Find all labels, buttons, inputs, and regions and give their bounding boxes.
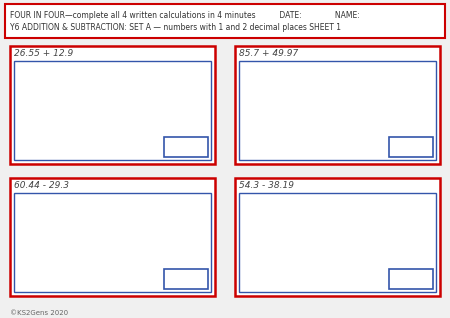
Bar <box>5 4 445 38</box>
Text: 60.44 - 29.3: 60.44 - 29.3 <box>14 181 69 190</box>
Bar <box>239 193 436 292</box>
Bar <box>389 269 433 289</box>
Text: FOUR IN FOUR—complete all 4 written calculations in 4 minutes          DATE:    : FOUR IN FOUR—complete all 4 written calc… <box>10 11 360 20</box>
Text: ©KS2Gens 2020: ©KS2Gens 2020 <box>10 310 68 316</box>
Text: 85.7 + 49.97: 85.7 + 49.97 <box>239 49 298 58</box>
Text: 54.3 - 38.19: 54.3 - 38.19 <box>239 181 294 190</box>
Bar <box>14 61 211 160</box>
Bar <box>10 178 215 296</box>
Bar <box>10 46 215 164</box>
Text: Y6 ADDITION & SUBTRACTION: SET A — numbers with 1 and 2 decimal places SHEET 1: Y6 ADDITION & SUBTRACTION: SET A — numbe… <box>10 23 341 32</box>
Text: 26.55 + 12.9: 26.55 + 12.9 <box>14 49 73 58</box>
Bar <box>235 46 440 164</box>
Bar <box>235 178 440 296</box>
Bar <box>239 61 436 160</box>
Bar <box>164 137 208 157</box>
Bar <box>164 269 208 289</box>
Bar <box>14 193 211 292</box>
Bar <box>389 137 433 157</box>
